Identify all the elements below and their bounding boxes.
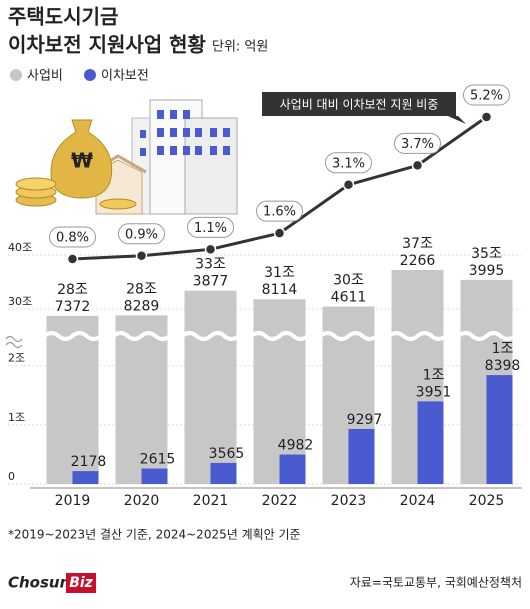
- title-line: 이차보전 지원사업 현황: [8, 33, 207, 57]
- line-point: [273, 227, 286, 239]
- x-tick-label: 2023: [331, 493, 367, 509]
- value-label: 9297: [347, 412, 383, 428]
- value-label: 3995: [469, 263, 505, 279]
- value-label: 7372: [55, 299, 91, 315]
- line-point: [342, 179, 355, 191]
- value-label: 3.7%: [401, 137, 434, 152]
- value-label: 4611: [331, 290, 367, 306]
- line-point: [135, 250, 148, 262]
- label-pill: [325, 152, 372, 174]
- value-label: 1.6%: [263, 205, 296, 220]
- value-label: 28조: [126, 281, 157, 297]
- line-point: [411, 159, 424, 172]
- value-label: 8398: [485, 358, 521, 374]
- bar: [348, 428, 375, 484]
- axis-break: [5, 335, 23, 349]
- value-label: 37조: [402, 236, 433, 252]
- legend-label: 사업비: [27, 69, 63, 84]
- y-tick-label: 0: [8, 470, 15, 483]
- value-label: 2615: [140, 452, 176, 468]
- value-label: 2266: [400, 253, 436, 269]
- annotation-tail: [448, 116, 466, 124]
- logo-box: [66, 573, 96, 593]
- label-pill: [256, 200, 303, 222]
- value-label: 0.9%: [125, 227, 158, 242]
- bar-break: [181, 331, 240, 341]
- value-label: 1조: [423, 367, 445, 383]
- bar: [253, 299, 306, 484]
- value-label: 5.2%: [470, 89, 503, 104]
- value-label: 33조: [195, 257, 226, 273]
- bar: [115, 315, 168, 484]
- x-tick-label: 2024: [400, 493, 436, 509]
- logo-text: Biz: [69, 575, 93, 591]
- value-label: 35조: [471, 246, 502, 262]
- label-pill: [118, 223, 165, 245]
- label-pill: [187, 216, 234, 238]
- logo-text: Chosun: [8, 574, 70, 592]
- legend-marker: [10, 69, 22, 81]
- x-tick-label: 2019: [55, 493, 91, 509]
- bar: [72, 471, 99, 484]
- value-label: 8289: [124, 298, 160, 314]
- label-pill: [463, 84, 510, 106]
- annotation: 사업비 대비 이차보전 지원 비중: [280, 98, 439, 112]
- footnote: *2019~2023년 결산 기준, 2024~2025년 계획안 기준: [8, 528, 301, 542]
- label-pill: [49, 226, 96, 248]
- value-label: 8114: [262, 282, 298, 298]
- x-tick-label: 2021: [193, 493, 229, 509]
- value-label: 1조: [492, 341, 514, 357]
- x-tick-label: 2022: [262, 493, 298, 509]
- bar-break: [388, 331, 447, 341]
- y-tick-label: 30조: [8, 295, 32, 308]
- bar: [141, 468, 168, 484]
- y-tick-label: 2조: [8, 352, 25, 365]
- value-label: 3.1%: [332, 156, 365, 171]
- line-point: [66, 253, 79, 265]
- value-label: 31조: [264, 265, 295, 281]
- legend-marker: [84, 69, 96, 81]
- value-label: 3951: [416, 384, 452, 400]
- value-label: 1.1%: [194, 221, 227, 236]
- bar: [417, 401, 444, 484]
- y-tick-label: 1조: [8, 411, 25, 424]
- unit: 단위: 억원: [212, 40, 268, 55]
- title-line: 주택도시기금: [8, 5, 118, 29]
- bar: [46, 315, 99, 484]
- svg-text:₩: ₩: [71, 149, 93, 173]
- source: 자료=국토교통부, 국회예산정책처: [350, 575, 522, 590]
- x-tick-label: 2025: [469, 493, 505, 509]
- value-label: 30조: [333, 273, 364, 289]
- bar-break: [319, 331, 378, 341]
- bar-break: [43, 331, 102, 341]
- bar: [210, 462, 237, 484]
- value-label: 4982: [278, 438, 314, 454]
- line-point: [480, 111, 493, 123]
- legend-label: 이차보전: [101, 69, 149, 84]
- bar: [184, 290, 237, 484]
- value-label: 28조: [57, 282, 88, 298]
- y-tick-label: 40조: [8, 241, 32, 254]
- label-pill: [394, 132, 441, 154]
- value-label: 3877: [193, 274, 229, 290]
- x-tick-label: 2020: [124, 493, 160, 509]
- bar-break: [250, 331, 309, 341]
- annotation-box: [262, 92, 456, 116]
- bar-break: [457, 331, 516, 341]
- value-label: 3565: [209, 446, 245, 462]
- value-label: 0.8%: [56, 231, 89, 246]
- line-point: [204, 243, 217, 256]
- illustration: ₩: [15, 99, 238, 215]
- bar: [279, 454, 306, 484]
- value-label: 2178: [71, 454, 107, 470]
- bar-break: [112, 331, 171, 341]
- bar: [486, 375, 513, 484]
